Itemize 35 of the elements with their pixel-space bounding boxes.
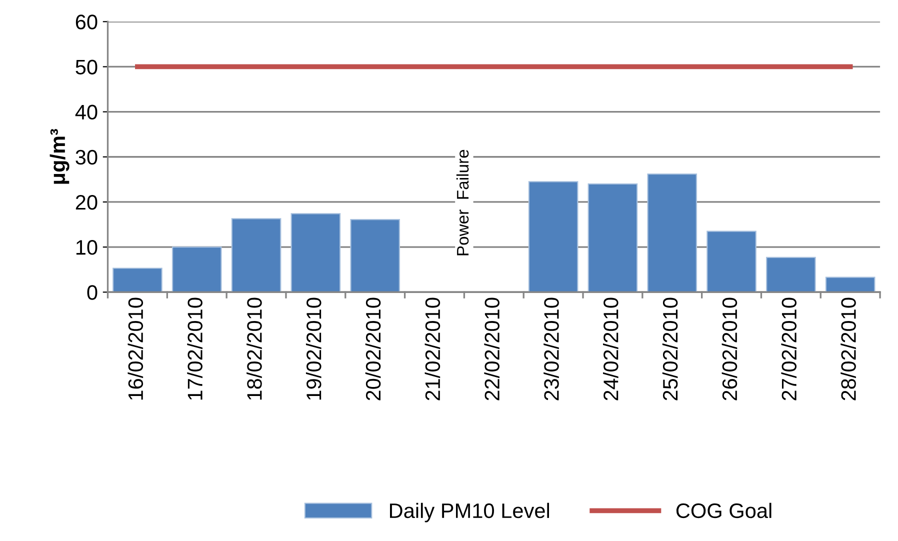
x-tick-label: 21/02/2010 bbox=[424, 298, 440, 400]
y-tick-label: 0 bbox=[87, 285, 98, 300]
x-tick-label: 25/02/2010 bbox=[662, 298, 678, 400]
x-tick-label: 16/02/2010 bbox=[128, 298, 144, 400]
x-tick-label: 24/02/2010 bbox=[603, 298, 618, 400]
y-tick-label: 30 bbox=[76, 150, 98, 165]
bar bbox=[825, 276, 876, 292]
y-tick-label: 10 bbox=[76, 240, 98, 255]
y-tick-label: 50 bbox=[76, 60, 98, 74]
x-tick-label: 18/02/2010 bbox=[246, 298, 262, 400]
y-tick-label: 40 bbox=[75, 104, 98, 120]
x-tick-label: 27/02/2010 bbox=[781, 298, 797, 400]
y-tick-label: 20 bbox=[76, 194, 98, 210]
y-tick-label: 60 bbox=[76, 14, 98, 30]
x-tick-label: 20/02/2010 bbox=[365, 298, 381, 400]
x-tick-label: 22/02/2010 bbox=[484, 298, 500, 400]
bar bbox=[528, 181, 578, 292]
x-tick-label: 28/02/2010 bbox=[840, 298, 856, 400]
y-axis-title: μg/m³ bbox=[50, 128, 70, 184]
bar bbox=[112, 268, 162, 292]
bar bbox=[231, 218, 282, 292]
bar bbox=[290, 213, 341, 292]
bar bbox=[706, 230, 756, 292]
legend-label: COG Goal bbox=[676, 502, 772, 518]
annotation: Power Failure bbox=[456, 150, 469, 256]
bar bbox=[172, 246, 222, 292]
bar bbox=[766, 256, 816, 292]
x-tick-label: 26/02/2010 bbox=[722, 298, 738, 400]
legend-label: Daily PM10 Level bbox=[390, 502, 550, 522]
bar bbox=[647, 173, 698, 292]
x-tick-label: 17/02/2010 bbox=[187, 298, 202, 400]
x-tick-label: 23/02/2010 bbox=[544, 298, 559, 400]
bar bbox=[588, 183, 638, 292]
bar bbox=[350, 219, 400, 292]
x-tick-label: 19/02/2010 bbox=[306, 298, 322, 400]
